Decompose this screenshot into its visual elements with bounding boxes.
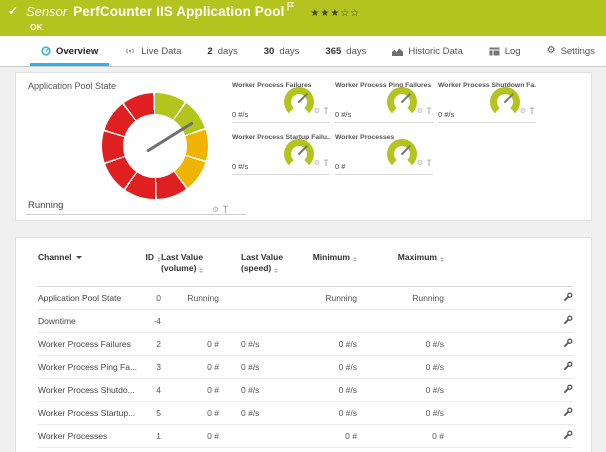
channel-gear-icon[interactable]: ⚙ [212,206,219,214]
sort-icon [199,268,203,273]
mini-gauge-dial [387,139,417,169]
tab-30-days[interactable]: 30 days [251,36,313,66]
mini-gauge-needle [401,93,412,104]
col-header-actions [444,248,573,287]
col-header-last-value-volume[interactable]: Last Value (volume) [161,248,219,287]
historic-data-chart-icon [392,47,403,56]
mini-gauge-dial [387,87,417,117]
channel-gear-icon[interactable]: ⚙ [314,108,320,115]
channel-table: Channel ID Last Value (volume) Last Valu… [38,248,573,448]
channel-name[interactable]: Worker Process Shutdo... [38,379,141,402]
sensor-kind-label: Sensor [26,4,67,19]
channel-name[interactable]: Application Pool State [38,287,141,310]
col-header-channel[interactable]: Channel [38,248,141,287]
channel-settings-wrench-icon[interactable] [563,386,573,396]
mini-gauge-needle [504,93,515,104]
overview-gauge-icon [41,46,51,56]
mini-gauge-dial [490,87,520,117]
table-row: Worker Process Ping Fa... 3 0 # 0 #/s 0 … [38,356,573,379]
channel-name[interactable]: Worker Process Startup... [38,402,141,425]
channel-gear-icon[interactable]: ⚙ [520,108,526,115]
table-row: Application Pool State 0 Running Running… [38,287,573,310]
channel-settings-wrench-icon[interactable] [563,363,573,373]
channel-name[interactable]: Worker Processes [38,425,141,448]
primary-channel-title: Application Pool State [28,81,116,91]
mini-gauge-dial [284,139,314,169]
channel-name[interactable]: Worker Process Failures [38,333,141,356]
channel-pin-icon[interactable] [222,201,229,219]
col-header-maximum[interactable]: Maximum [357,248,444,287]
mini-gauge-worker-process-ping-failures: Worker Process Ping Failures 0 #/s ⚙ [335,79,433,123]
priority-stars[interactable]: ★★★☆☆ [310,8,360,19]
tab-bar: Overview Live Data 2 days 30 days 365 da… [0,36,606,67]
col-header-id[interactable]: ID [141,248,161,287]
channel-pin-icon[interactable] [323,154,329,172]
table-row: Worker Process Shutdo... 4 0 # 0 #/s 0 #… [38,379,573,402]
mini-gauge-dial [284,87,314,117]
channel-gear-icon[interactable]: ⚙ [314,160,320,167]
table-row: Downtime -4 [38,310,573,333]
status-check-icon: ✓ [8,4,18,18]
application-pool-state-gauge [102,93,208,199]
sensor-title: PerfCounter IIS Application Pool [73,4,284,19]
col-header-minimum[interactable]: Minimum [307,248,357,287]
channel-settings-wrench-icon[interactable] [563,432,573,442]
log-table-icon [489,47,500,56]
settings-gear-icon: ⚙ [547,46,556,56]
mini-gauge-worker-processes: Worker Processes 0 # ⚙ [335,131,433,175]
channel-name[interactable]: Worker Process Ping Fa... [38,356,141,379]
mini-gauge-worker-process-shutdown-failures: Worker Process Shutdown Fa... 0 #/s ⚙ [438,79,536,123]
channel-settings-wrench-icon[interactable] [563,409,573,419]
sort-icon [274,268,278,273]
overview-gauges-panel: Application Pool State Running ⚙ Worker … [15,72,592,221]
tab-historic-data[interactable]: Historic Data [379,36,475,66]
mini-gauge-worker-process-failures: Worker Process Failures 0 #/s ⚙ [232,79,330,123]
mini-gauge-grid: Worker Process Failures 0 #/s ⚙ Worker P… [232,79,550,175]
channel-pin-icon[interactable] [426,154,432,172]
table-row: Worker Process Failures 2 0 # 0 #/s 0 #/… [38,333,573,356]
channel-table-panel: Channel ID Last Value (volume) Last Valu… [15,237,592,452]
tab-log[interactable]: Log [476,36,534,66]
channel-pin-icon[interactable] [529,102,535,120]
tab-2-days[interactable]: 2 days [194,36,250,66]
sort-icon [440,257,444,262]
channel-pin-icon[interactable] [426,102,432,120]
channel-settings-wrench-icon[interactable] [563,340,573,350]
sensor-header: ✓ Sensor PerfCounter IIS Application Poo… [0,0,606,36]
mini-gauge-needle [298,93,309,104]
priority-flag-icon [287,0,294,14]
table-row: Worker Process Startup... 5 0 # 0 #/s 0 … [38,402,573,425]
tab-365-days[interactable]: 365 days [312,36,379,66]
mini-gauge-needle [401,145,412,156]
sensor-page: ✓ Sensor PerfCounter IIS Application Poo… [0,0,606,452]
sensor-status-text: OK [30,22,43,32]
channel-gear-icon[interactable]: ⚙ [417,160,423,167]
gauge-needle [146,121,193,152]
col-header-last-value-speed[interactable]: Last Value (speed) [219,248,307,287]
channel-name[interactable]: Downtime [38,310,141,333]
channel-gear-icon[interactable]: ⚙ [417,108,423,115]
table-row: Worker Processes 1 0 # 0 # 0 # [38,425,573,448]
live-data-broadcast-icon [124,46,136,56]
channel-settings-wrench-icon[interactable] [563,294,573,304]
tab-live-data[interactable]: Live Data [111,36,194,66]
channel-pin-icon[interactable] [323,102,329,120]
sort-desc-icon [76,256,82,259]
tab-settings[interactable]: ⚙ Settings [534,36,606,66]
active-tab-underline [30,63,109,66]
channel-settings-wrench-icon[interactable] [563,317,573,327]
sort-icon [353,257,357,262]
mini-gauge-worker-process-startup-failures: Worker Process Startup Failu... 0 #/s ⚙ [232,131,330,175]
primary-channel-value: Running [28,200,63,211]
mini-gauge-needle [298,145,309,156]
tab-overview[interactable]: Overview [28,36,111,66]
